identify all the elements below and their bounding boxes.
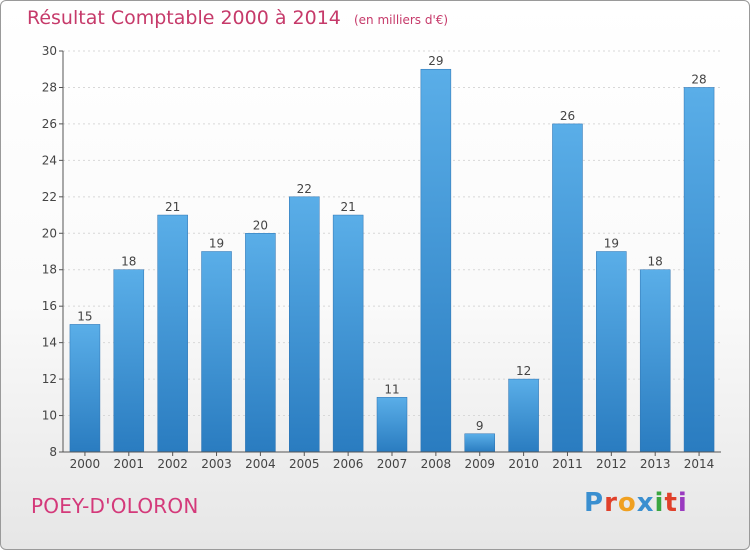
x-tick-label-2007: 2007 xyxy=(377,457,408,471)
y-tick-label: 10 xyxy=(42,409,57,423)
y-tick-label: 8 xyxy=(49,445,57,459)
bars xyxy=(69,68,715,453)
y-tick-label: 18 xyxy=(42,263,57,277)
x-tick-label-2012: 2012 xyxy=(596,457,627,471)
x-tick-label-2011: 2011 xyxy=(552,457,583,471)
value-label-2010: 12 xyxy=(516,364,531,378)
x-tick-label-2002: 2002 xyxy=(157,457,188,471)
x-tick-label-2004: 2004 xyxy=(245,457,276,471)
bar-2008 xyxy=(420,68,452,453)
x-tick-label-2006: 2006 xyxy=(333,457,364,471)
y-tick-label: 24 xyxy=(42,153,57,167)
value-label-2001: 18 xyxy=(121,255,136,269)
value-label-2004: 20 xyxy=(253,218,268,232)
value-label-2008: 29 xyxy=(428,54,443,68)
labels: 8 10 12 14 16 18 20 22 24 26 28 30 15 2000 18 2001 21 200… xyxy=(42,44,715,471)
logo-letter: t xyxy=(664,488,678,518)
logo-letter: i xyxy=(654,488,665,518)
value-label-2013: 18 xyxy=(648,255,663,269)
proxiti-logo: Proxiti xyxy=(584,488,688,518)
bar-2013 xyxy=(639,269,671,453)
x-tick-label-2003: 2003 xyxy=(201,457,232,471)
logo-letter: o xyxy=(617,488,637,518)
y-tick-label: 30 xyxy=(42,44,57,58)
chart-title: Résultat Comptable 2000 à 2014 (en milli… xyxy=(27,7,448,29)
x-tick-label-2014: 2014 xyxy=(684,457,715,471)
logo-letter: x xyxy=(636,488,655,518)
y-tick-label: 26 xyxy=(42,117,57,131)
bar-2010 xyxy=(508,378,539,453)
value-label-2003: 19 xyxy=(209,237,224,251)
bar-2009 xyxy=(464,433,495,453)
logo-letter: r xyxy=(604,488,618,518)
x-tick-label-2009: 2009 xyxy=(464,457,495,471)
bar-2011 xyxy=(552,123,583,453)
value-label-2007: 11 xyxy=(384,382,399,396)
logo-letter: i xyxy=(677,488,688,518)
bar-2014 xyxy=(683,87,715,453)
x-tick-label-2001: 2001 xyxy=(114,457,145,471)
x-tick-label-2013: 2013 xyxy=(640,457,671,471)
y-tick-label: 16 xyxy=(42,299,57,313)
value-label-2006: 21 xyxy=(340,200,355,214)
value-label-2012: 19 xyxy=(604,237,619,251)
bar-2007 xyxy=(376,397,408,453)
x-tick-label-2010: 2010 xyxy=(508,457,539,471)
bar-2001 xyxy=(113,269,145,453)
x-tick-label-2008: 2008 xyxy=(421,457,452,471)
x-tick-label-2005: 2005 xyxy=(289,457,320,471)
y-tick-label: 28 xyxy=(42,80,57,94)
bar-2003 xyxy=(201,251,232,453)
bar-2005 xyxy=(289,196,320,453)
bar-2004 xyxy=(245,233,276,453)
y-tick-label: 22 xyxy=(42,190,57,204)
y-tick-label: 14 xyxy=(42,336,57,350)
bar-2012 xyxy=(596,251,627,453)
chart-title-main: Résultat Comptable 2000 à 2014 xyxy=(27,7,341,29)
logo-letter: P xyxy=(584,488,605,518)
value-label-2011: 26 xyxy=(560,109,575,123)
commune-name: POEY-D'OLORON xyxy=(31,494,199,518)
y-tick-label: 12 xyxy=(42,372,57,386)
bar-2006 xyxy=(332,214,364,453)
axes xyxy=(59,50,721,456)
value-label-2000: 15 xyxy=(77,309,92,323)
x-tick-label-2000: 2000 xyxy=(70,457,101,471)
chart-unit: (en milliers d'€) xyxy=(353,13,449,27)
bar-2000 xyxy=(69,324,101,453)
y-tick-label: 20 xyxy=(42,226,57,240)
value-label-2002: 21 xyxy=(165,200,180,214)
bar-2002 xyxy=(157,214,188,453)
value-label-2014: 28 xyxy=(691,72,706,86)
value-label-2005: 22 xyxy=(297,182,312,196)
value-label-2009: 9 xyxy=(476,419,484,433)
